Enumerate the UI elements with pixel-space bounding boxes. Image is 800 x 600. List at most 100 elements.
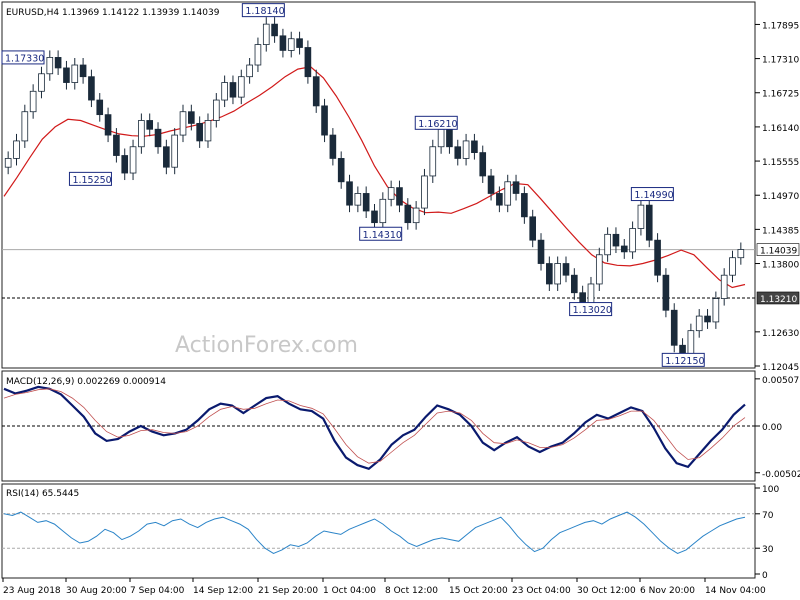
price-annotation-label: 1.17330 xyxy=(5,53,44,64)
macd-tick-label: 0.00507 xyxy=(762,376,799,386)
candle-body xyxy=(237,76,245,98)
candle-body xyxy=(637,204,645,229)
candle-body xyxy=(662,274,670,311)
candle-body xyxy=(221,82,228,101)
price-tick-label: 1.15555 xyxy=(762,158,799,168)
candle-body xyxy=(379,198,387,224)
candle-body xyxy=(54,57,62,69)
candle-body xyxy=(512,181,520,194)
candle-body xyxy=(437,128,445,148)
candle-body xyxy=(13,140,20,159)
candle-body xyxy=(537,239,545,264)
x-tick-label: 15 Oct 20:00 xyxy=(449,586,508,596)
candle-body xyxy=(554,263,561,285)
candle-body xyxy=(287,38,295,51)
candle-body xyxy=(229,82,237,98)
price-annotation-box xyxy=(1,50,45,65)
price-annotation-label: 1.14990 xyxy=(634,190,673,201)
price-tick-label: 1.16140 xyxy=(762,124,799,134)
price-tick-label: 1.17310 xyxy=(762,56,799,66)
moving-average-line xyxy=(3,66,746,289)
rsi-tick-label: 0 xyxy=(762,571,768,581)
candle-body xyxy=(71,64,79,83)
candle-body xyxy=(471,140,478,153)
candle-body xyxy=(271,23,278,37)
candle-body xyxy=(595,254,603,285)
price-annotation-box xyxy=(68,171,112,186)
candle-body xyxy=(212,99,220,121)
candle-body xyxy=(354,193,362,206)
price-title: EURUSD,H4 1.13969 1.14122 1.13939 1.1403… xyxy=(6,8,220,18)
candle-body xyxy=(79,64,87,78)
candle-body xyxy=(620,245,628,253)
candle-body xyxy=(496,193,503,206)
x-tick-label: 23 Oct 04:00 xyxy=(512,586,571,596)
price-annotation-box xyxy=(569,302,613,317)
candle-body xyxy=(312,76,320,107)
rsi-tick-label: 100 xyxy=(762,485,779,495)
candle-body xyxy=(254,44,262,66)
x-tick-label: 30 Aug 20:00 xyxy=(66,586,127,596)
current-price-label: 1.14039 xyxy=(760,247,797,257)
candle-body xyxy=(113,134,120,156)
candle-body xyxy=(371,210,378,224)
candle-body xyxy=(546,263,553,285)
macd-signal-line xyxy=(3,388,746,464)
watermark: ActionForex.com xyxy=(175,333,358,358)
candle-body xyxy=(96,99,104,116)
rsi-tick-label: 70 xyxy=(762,511,774,521)
price-tick-label: 1.17895 xyxy=(762,21,799,31)
candle-body xyxy=(571,274,578,294)
price-annotation-label: 1.16210 xyxy=(418,119,457,130)
rsi-tick-label: 30 xyxy=(762,545,774,555)
candle-body xyxy=(629,228,636,253)
candle-body xyxy=(304,47,312,78)
price-annotation-box xyxy=(630,187,674,202)
candle-body xyxy=(587,283,595,305)
candle-body xyxy=(412,207,420,224)
candle-body xyxy=(454,146,462,159)
candle-body xyxy=(654,239,661,276)
candle-body xyxy=(104,114,112,136)
price-annotation-label: 1.12150 xyxy=(665,356,704,367)
candle-body xyxy=(704,315,711,323)
candle-body xyxy=(562,263,570,276)
macd-main-line xyxy=(3,385,746,471)
candle-body xyxy=(529,216,537,241)
candle-body xyxy=(88,76,95,101)
support-level-label: 1.13210 xyxy=(760,295,797,305)
candle-body xyxy=(479,152,487,177)
candle-body xyxy=(46,57,54,75)
candle-body xyxy=(121,155,129,174)
candle-body xyxy=(645,204,653,241)
rsi-line xyxy=(3,511,746,554)
x-tick-label: 1 Oct 04:00 xyxy=(323,586,376,596)
price-annotation-box xyxy=(414,115,458,130)
candle-body xyxy=(396,187,403,206)
candle-body xyxy=(38,73,45,92)
candle-body xyxy=(246,64,253,78)
x-tick-label: 30 Oct 12:00 xyxy=(577,586,636,596)
candle-body xyxy=(262,23,270,45)
candle-body xyxy=(679,344,686,355)
price-tick-label: 1.12630 xyxy=(762,329,799,339)
candle-body xyxy=(63,67,70,83)
candle-body xyxy=(196,123,203,142)
candle-body xyxy=(129,146,137,174)
candle-body xyxy=(154,128,162,148)
candle-body xyxy=(737,249,745,259)
candle-body xyxy=(446,128,453,148)
candle-body xyxy=(362,193,370,212)
x-tick-label: 7 Sep 04:00 xyxy=(130,586,185,596)
price-tick-label: 1.16725 xyxy=(762,90,799,100)
candle-body xyxy=(4,158,12,168)
candle-body xyxy=(404,204,412,224)
candle-body xyxy=(138,120,145,148)
x-tick-label: 21 Sep 20:00 xyxy=(258,586,318,596)
x-tick-label: 6 Nov 20:00 xyxy=(640,586,695,596)
price-annotation-label: 1.18140 xyxy=(245,6,284,17)
price-tick-label: 1.13800 xyxy=(762,261,799,271)
candle-body xyxy=(462,140,470,159)
candle-body xyxy=(163,146,170,168)
price-annotation-label: 1.15250 xyxy=(72,175,111,186)
